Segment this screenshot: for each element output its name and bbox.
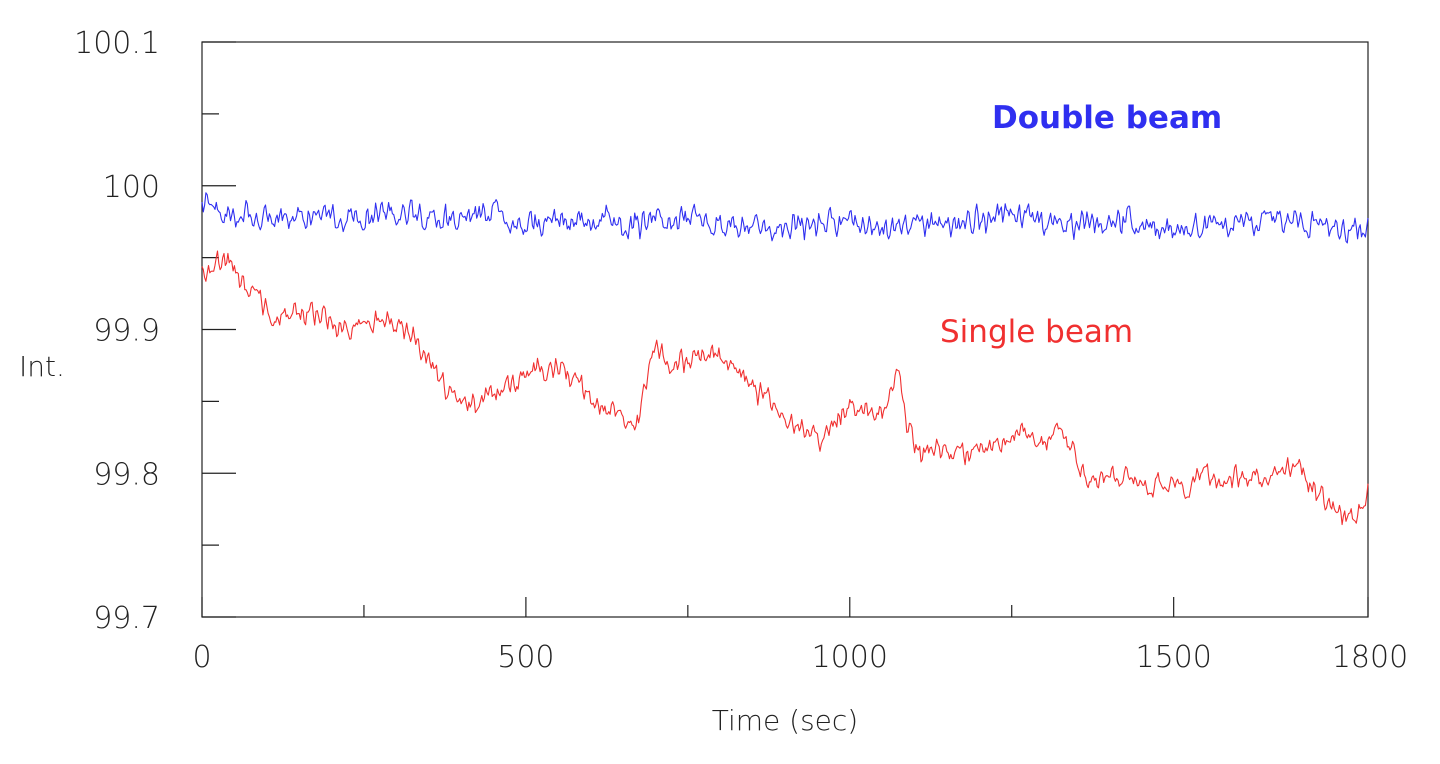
y-tick-label: 99.8 bbox=[93, 457, 160, 492]
x-axis-tick-labels: 0 500 1000 1500 1800 bbox=[192, 640, 1408, 675]
y-axis-title: Int. bbox=[19, 350, 65, 383]
y-tick-label: 100 bbox=[103, 170, 160, 205]
series-line-single-beam bbox=[201, 250, 1369, 526]
x-tick-label: 1800 bbox=[1332, 640, 1408, 675]
x-tick-label: 1000 bbox=[812, 640, 888, 675]
y-tick-label: 100.1 bbox=[74, 26, 160, 61]
x-axis-ticks bbox=[201, 597, 1369, 617]
series-label-single-beam: Single beam bbox=[940, 314, 1133, 350]
x-tick-label: 500 bbox=[497, 640, 554, 675]
x-axis-title: Time (sec) bbox=[712, 704, 858, 737]
series-lines bbox=[201, 192, 1369, 526]
y-axis-ticks bbox=[202, 41, 236, 618]
y-tick-label: 99.9 bbox=[93, 314, 160, 349]
series-line-double-beam bbox=[201, 192, 1369, 244]
series-label-double-beam: Double beam bbox=[992, 100, 1222, 136]
y-tick-label: 99.7 bbox=[93, 601, 160, 636]
y-axis-tick-labels: 99.7 99.8 99.9 100 100.1 bbox=[74, 26, 160, 636]
x-tick-label: 0 bbox=[192, 640, 211, 675]
x-tick-label: 1500 bbox=[1135, 640, 1211, 675]
